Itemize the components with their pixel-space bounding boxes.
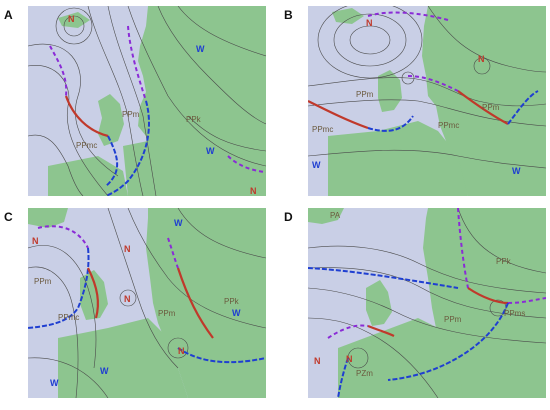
cold-front bbox=[28, 247, 90, 329]
land-greenland-tip bbox=[308, 208, 344, 224]
low-pressure-mark: N bbox=[68, 14, 75, 24]
air-mass-label: PPm bbox=[158, 309, 176, 318]
land-scandinavia bbox=[423, 208, 546, 398]
cold-front-2 bbox=[105, 100, 150, 196]
low-pressure-mark: N bbox=[366, 18, 373, 28]
high-pressure-mark: W bbox=[174, 218, 183, 228]
air-mass-label: PPm bbox=[34, 277, 52, 286]
occluded-front bbox=[367, 11, 449, 21]
air-mass-label: PPmc bbox=[76, 141, 97, 150]
low-pressure-mark: N bbox=[32, 236, 39, 246]
high-pressure-mark: W bbox=[312, 160, 321, 170]
air-mass-label: PPm bbox=[482, 103, 500, 112]
low-pressure-mark: N bbox=[124, 244, 131, 254]
warm-front bbox=[64, 95, 109, 138]
cold-front-3 bbox=[337, 357, 349, 398]
occluded-front-3 bbox=[227, 155, 266, 173]
warm-front bbox=[308, 100, 369, 130]
warm-front-2 bbox=[457, 90, 509, 125]
panel-b-letter: B bbox=[284, 8, 293, 22]
low-pressure-mark: N bbox=[124, 294, 131, 304]
air-mass-label: PA bbox=[330, 211, 341, 220]
panel-a-map-svg: PPm PPk PPmc N W W N bbox=[28, 6, 266, 196]
high-pressure-mark: W bbox=[50, 378, 59, 388]
land-scandinavia bbox=[138, 6, 266, 196]
high-pressure-mark: W bbox=[100, 366, 109, 376]
air-mass-label: PPk bbox=[186, 115, 202, 124]
air-mass-label: PPm bbox=[122, 110, 140, 119]
occluded-front bbox=[457, 208, 469, 289]
panel-c-map-svg: PPm PPmc PPm PPk N W N N W N W W bbox=[28, 208, 266, 398]
low-pressure-mark: N bbox=[178, 346, 185, 356]
occluded-front bbox=[37, 225, 89, 249]
high-pressure-mark: W bbox=[196, 44, 205, 54]
occluded-front-2 bbox=[167, 237, 179, 269]
panel-d-map-svg: PA PPk PPm PPms PZm N N bbox=[308, 208, 546, 398]
isobars bbox=[308, 208, 546, 398]
air-mass-label: PPk bbox=[224, 297, 240, 306]
warm-front-2 bbox=[176, 267, 214, 339]
air-mass-label: PPm bbox=[444, 315, 462, 324]
warm-front-2 bbox=[367, 324, 395, 337]
air-mass-label: PPms bbox=[504, 309, 525, 318]
isobars bbox=[28, 208, 266, 398]
land-iceland bbox=[58, 12, 90, 28]
cold-front bbox=[308, 267, 459, 289]
panel-d-map: PA PPk PPm PPms PZm N N bbox=[308, 208, 546, 398]
land-iceland bbox=[332, 8, 364, 24]
panel-c-map: PPm PPmc PPm PPk N W N N W N W W bbox=[28, 208, 266, 398]
low-pressure-mark: N bbox=[314, 356, 321, 366]
panel-b-map-svg: PPm PPmc PPm PPmc N N W W bbox=[308, 6, 546, 196]
panel-a-letter: A bbox=[4, 8, 13, 22]
occluded-front-3 bbox=[327, 324, 369, 339]
occluded-front-2 bbox=[507, 297, 546, 304]
cold-front-2 bbox=[177, 347, 266, 364]
high-pressure-mark: W bbox=[232, 308, 241, 318]
cold-front-2 bbox=[387, 302, 509, 381]
land-continent bbox=[123, 141, 178, 196]
occluded-front-2 bbox=[127, 25, 147, 102]
panel-d-letter: D bbox=[284, 210, 293, 224]
panel-a-map: PPm PPk PPmc N W W N bbox=[28, 6, 266, 196]
air-mass-label: PPmc bbox=[58, 313, 79, 322]
land-continent bbox=[328, 121, 468, 196]
land-scandinavia bbox=[146, 208, 266, 398]
air-mass-label: PPk bbox=[496, 257, 512, 266]
air-mass-label: PPmc bbox=[438, 121, 459, 130]
land-uk bbox=[378, 70, 402, 112]
panel-c-letter: C bbox=[4, 210, 13, 224]
cold-front-2 bbox=[507, 90, 539, 125]
cold-front bbox=[367, 115, 414, 132]
isobars bbox=[28, 6, 266, 196]
land-greenland-tip bbox=[28, 208, 68, 228]
land-uk bbox=[80, 270, 108, 320]
high-pressure-mark: W bbox=[206, 146, 215, 156]
cold-front bbox=[105, 135, 119, 187]
isobars bbox=[308, 6, 546, 169]
warm-front bbox=[87, 267, 99, 319]
occluded-front-2 bbox=[407, 75, 459, 92]
air-mass-label: PZm bbox=[356, 369, 373, 378]
warm-front bbox=[467, 287, 509, 305]
land-uk bbox=[98, 94, 124, 146]
land-continent bbox=[338, 318, 463, 398]
air-mass-label: PPmc bbox=[312, 125, 333, 134]
panel-b-map: PPm PPmc PPm PPmc N N W W bbox=[308, 6, 546, 196]
low-pressure-mark: N bbox=[346, 354, 353, 364]
high-pressure-mark: W bbox=[512, 166, 521, 176]
land-uk bbox=[366, 280, 392, 326]
land-scandinavia bbox=[422, 6, 546, 196]
low-pressure-mark: N bbox=[478, 54, 485, 64]
low-pressure-mark: N bbox=[250, 186, 257, 196]
air-mass-label: PPm bbox=[356, 90, 374, 99]
